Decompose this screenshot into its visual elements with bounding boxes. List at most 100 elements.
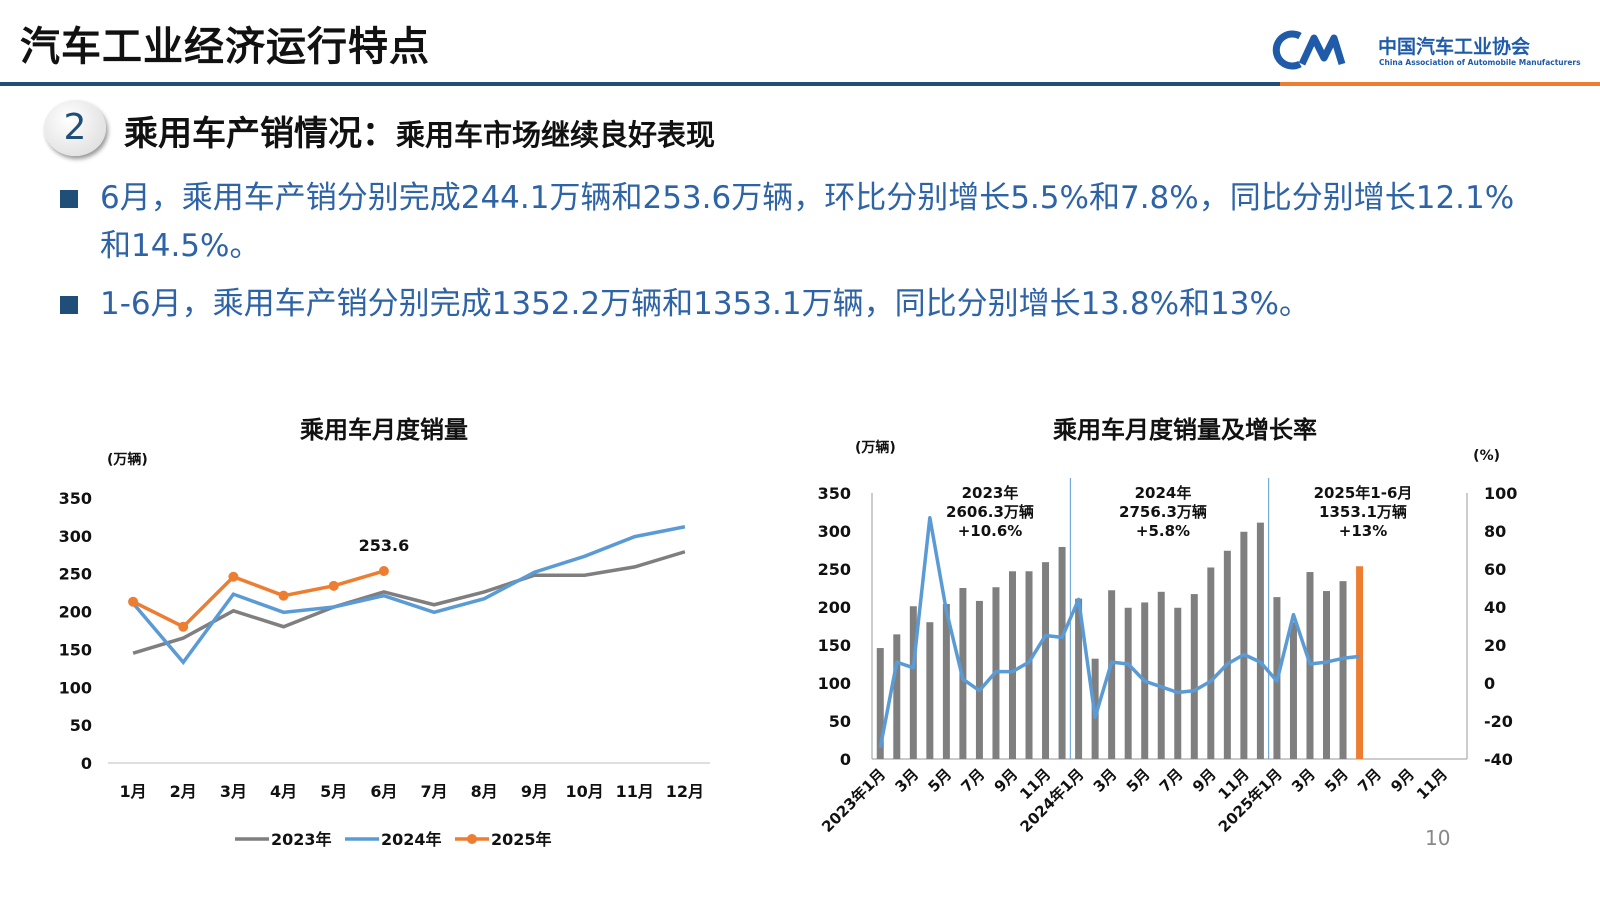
- y-tick-label: 350: [818, 484, 851, 503]
- x-tick-label: 3月: [1090, 765, 1121, 796]
- x-tick-label: 7月: [958, 765, 989, 796]
- x-tick-label: 2月: [170, 782, 197, 801]
- data-label: 253.6: [359, 536, 410, 555]
- marker: [128, 596, 139, 607]
- annotation: 1353.1万辆: [1319, 503, 1407, 521]
- bullet-mark: [60, 296, 78, 314]
- y2-tick-label: 80: [1484, 522, 1506, 541]
- org-name-en: China Association of Automobile Manufact…: [1379, 58, 1581, 67]
- chart-title: 乘用车月度销量及增长率: [1052, 416, 1317, 444]
- y-tick-label: 200: [818, 598, 851, 617]
- bar: [1108, 590, 1116, 759]
- bar: [876, 648, 884, 759]
- x-tick-label: 8月: [471, 782, 498, 801]
- bar: [975, 600, 983, 759]
- bar: [1240, 531, 1248, 759]
- y-tick-label: 250: [59, 565, 92, 584]
- bullet: 1-6月，乘用车产销分别完成1352.2万辆和1353.1万辆，同比分别增长13…: [60, 280, 1540, 328]
- y-tick-label: 350: [59, 489, 92, 508]
- bar: [1058, 546, 1066, 759]
- bar: [1323, 591, 1331, 759]
- legend-marker: [467, 834, 477, 844]
- line: [878, 515, 1360, 748]
- slide-title: 汽车工业经济运行特点: [20, 24, 430, 70]
- x-tick-label: 12月: [666, 782, 704, 801]
- y-tick-label: 50: [829, 712, 851, 731]
- bar: [1190, 594, 1198, 759]
- bar: [1207, 567, 1215, 759]
- bar: [909, 606, 917, 759]
- subheading: 乘用车市场继续良好表现: [396, 118, 716, 152]
- section-number: 2: [44, 100, 106, 156]
- bar: [926, 622, 934, 759]
- x-tick-label: 4月: [270, 782, 297, 801]
- x-tick-label: 5月: [320, 782, 347, 801]
- y-axis-label: (万辆): [855, 439, 896, 456]
- y-tick-label: 100: [59, 678, 92, 697]
- bullet-text: 1-6月，乘用车产销分别完成1352.2万辆和1353.1万辆，同比分别增长13…: [100, 286, 1310, 322]
- legend-label: 2024年: [381, 830, 442, 849]
- y-tick-label: 100: [818, 674, 851, 693]
- x-tick-label: 1月: [120, 782, 147, 801]
- x-tick-label: 3月: [1288, 765, 1319, 796]
- y-tick-label: 50: [70, 716, 92, 735]
- x-tick-label: 3月: [220, 782, 247, 801]
- y2-tick-label: 100: [1484, 484, 1517, 503]
- marker: [228, 571, 239, 582]
- y2-tick-label: 20: [1484, 636, 1506, 655]
- org-name: 中国汽车工业协会: [1378, 36, 1531, 58]
- x-tick-label: 3月: [891, 765, 922, 796]
- annotation: 2024年: [1135, 484, 1192, 502]
- bar: [1174, 607, 1182, 759]
- logo-m: [1298, 34, 1346, 66]
- annotation: 2756.3万辆: [1119, 503, 1207, 521]
- bar: [1157, 591, 1165, 759]
- header-rule: [0, 82, 1600, 86]
- x-tick-label: 11月: [616, 782, 654, 801]
- x-tick-label: 2023年1月: [818, 765, 889, 836]
- chart-title: 乘用车月度销量: [299, 416, 468, 444]
- annotation: 2025年1-6月: [1314, 484, 1413, 502]
- y-tick-label: 0: [840, 750, 851, 769]
- y-tick-label: 300: [59, 527, 92, 546]
- bar: [1289, 622, 1297, 759]
- x-tick-label: 5月: [924, 765, 955, 796]
- line: [131, 525, 686, 666]
- bar: [1223, 550, 1231, 759]
- logo: [1272, 30, 1346, 70]
- bar: [1256, 522, 1264, 759]
- bullet-mark: [60, 190, 78, 208]
- bar: [1339, 581, 1347, 759]
- x-tick-label: 11月: [1413, 765, 1451, 803]
- x-tick-label: 7月: [1354, 765, 1385, 796]
- y2-axis-label: (%): [1473, 448, 1500, 464]
- y-tick-label: 250: [818, 560, 851, 579]
- bar: [1124, 607, 1132, 759]
- x-tick-label: 9月: [521, 782, 548, 801]
- x-tick-label: 5月: [1321, 765, 1352, 796]
- bar: [1042, 562, 1050, 759]
- x-tick-label: 10月: [565, 782, 603, 801]
- marker: [278, 590, 289, 601]
- y-tick-label: 300: [818, 522, 851, 541]
- y2-tick-label: 40: [1484, 598, 1506, 617]
- y2-tick-label: -40: [1484, 750, 1513, 769]
- heading: 乘用车产销情况：: [124, 114, 396, 154]
- legend-label: 2023年: [271, 830, 332, 849]
- legend-label: 2025年: [491, 830, 552, 849]
- annotation: +10.6%: [958, 522, 1023, 540]
- line: [132, 569, 385, 629]
- y-tick-label: 200: [59, 603, 92, 622]
- x-tick-label: 7月: [1156, 765, 1187, 796]
- page-number: 10: [1425, 826, 1451, 850]
- bar: [942, 603, 950, 759]
- bar: [1075, 598, 1083, 759]
- line: [132, 550, 686, 655]
- bar: [893, 634, 901, 759]
- bar: [1356, 566, 1364, 759]
- x-tick-label: 5月: [1123, 765, 1154, 796]
- marker: [378, 565, 389, 576]
- annotation: +13%: [1339, 522, 1387, 540]
- marker: [328, 580, 339, 591]
